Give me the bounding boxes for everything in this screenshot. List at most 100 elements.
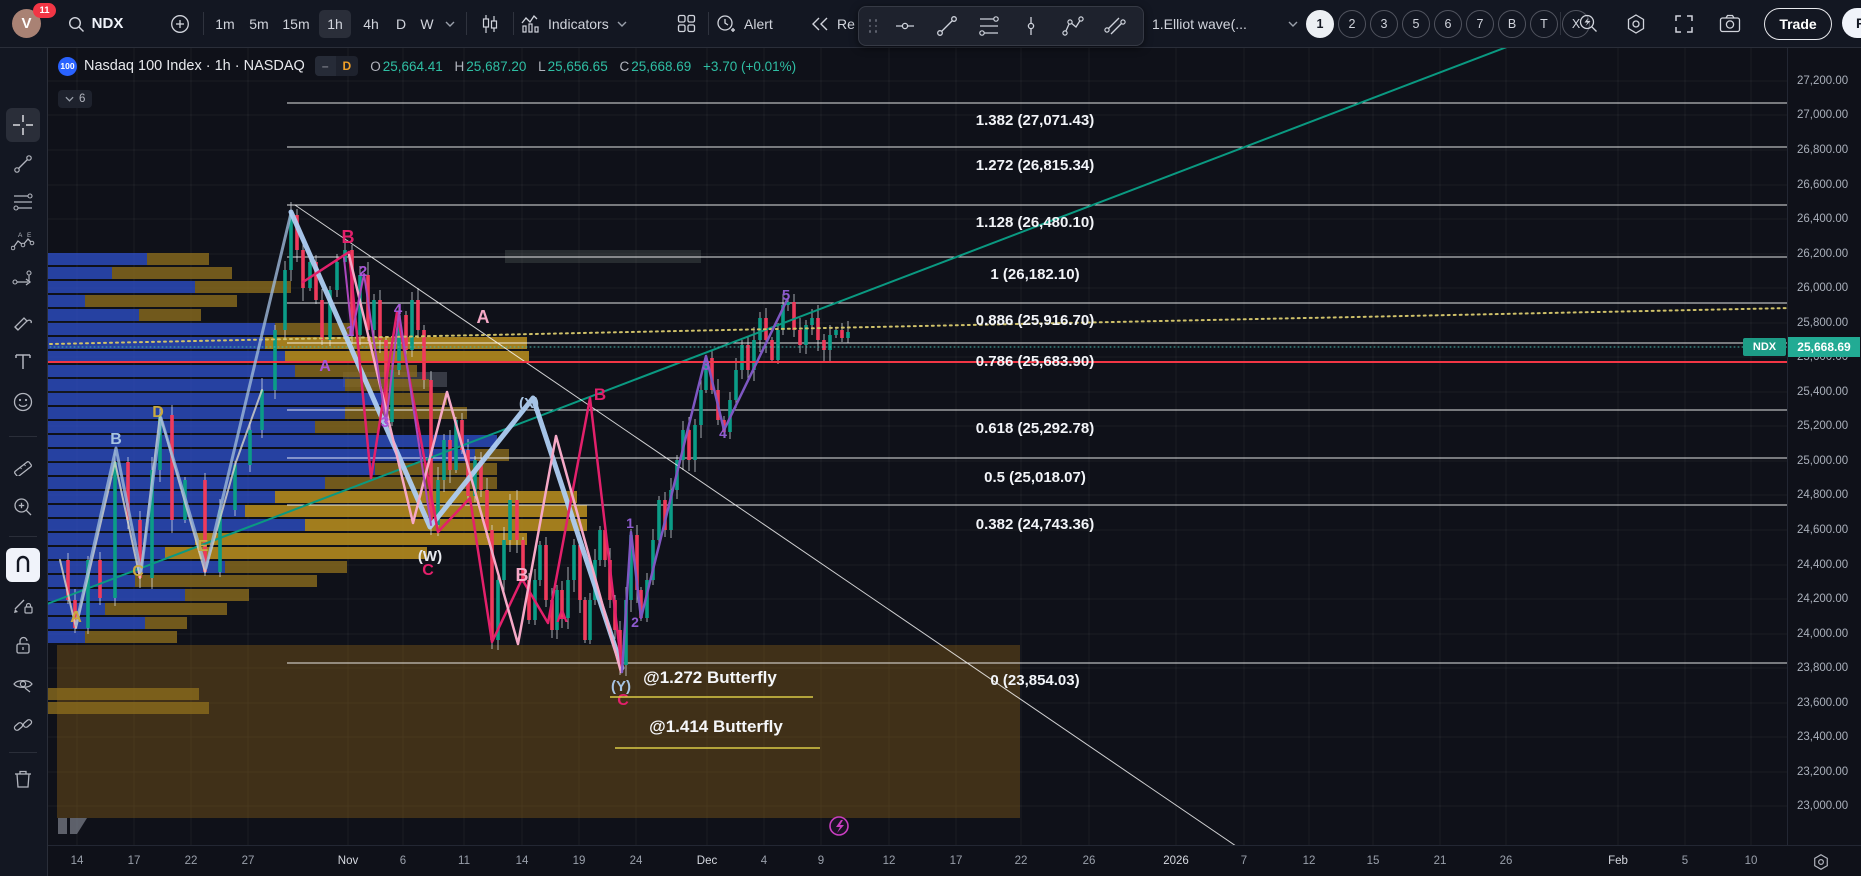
candle-body	[555, 590, 559, 630]
wave-label: (Y)	[611, 678, 631, 695]
wave-label: B	[594, 385, 606, 404]
interval-pill[interactable]: – D	[314, 56, 359, 76]
timeframe-5m[interactable]: 5m	[249, 16, 269, 32]
timeframe-4h[interactable]: 4h	[363, 16, 379, 32]
crosshair-tool[interactable]	[6, 108, 40, 142]
symbol-search-button[interactable]: NDX	[60, 0, 130, 47]
candle-body	[460, 420, 464, 450]
fib-retracement-tool[interactable]	[6, 185, 40, 219]
replay-button[interactable]: Re	[810, 0, 866, 47]
publish-button[interactable]: Pu	[1842, 8, 1861, 38]
change-value: +3.70 (+0.01%)	[703, 58, 797, 74]
candle-body	[699, 390, 703, 425]
volume-profile-row-blue	[47, 393, 385, 405]
trend-line-tool[interactable]	[926, 9, 968, 43]
current-symbol-chip: NDX	[1743, 338, 1786, 356]
settings-button[interactable]	[1616, 0, 1656, 47]
fib-level-label: 0 (23,854.03)	[990, 672, 1079, 689]
wave-degree-button-1[interactable]: 1	[1306, 10, 1334, 38]
palette-drag-handle[interactable]	[866, 15, 880, 37]
wave-degree-button-x[interactable]: X	[1562, 10, 1590, 38]
layout-grid-button[interactable]	[668, 0, 704, 47]
chart-legend[interactable]: 100 Nasdaq 100 Index · 1h · NASDAQ – D O…	[58, 55, 804, 77]
wave-label: C	[422, 562, 434, 579]
chart-style-button[interactable]	[472, 0, 508, 47]
volume-profile-row-blue	[47, 267, 112, 279]
candle-body	[792, 302, 796, 330]
zoom-in-tool[interactable]	[6, 490, 40, 524]
elliott-template-chevron[interactable]	[1284, 0, 1302, 47]
wave-label: B	[516, 565, 529, 585]
wave-degree-button-b[interactable]: B	[1498, 10, 1526, 38]
sync-drawings-link-button[interactable]	[6, 708, 40, 742]
parallel-channel-tool[interactable]	[1094, 9, 1136, 43]
alert-label: Alert	[744, 15, 773, 32]
candle-body	[560, 590, 564, 618]
fib-retracement-tool[interactable]	[968, 9, 1010, 43]
emoji-tool[interactable]	[6, 385, 40, 419]
lock-all-drawings-button[interactable]	[6, 628, 40, 662]
price-axis[interactable]: 27,200.00 27,000.00 26,800.00 26,600.00 26,4…	[1787, 47, 1861, 845]
projection-tool[interactable]	[6, 263, 40, 297]
pattern-annotation-text: @1.414 Butterfly	[649, 717, 783, 736]
time-axis-label: 27	[241, 855, 255, 867]
horizontal-line-tool[interactable]	[884, 9, 926, 43]
wave-degree-button-2[interactable]: 2	[1338, 10, 1366, 38]
hide-drawings-button[interactable]	[6, 668, 40, 702]
drawing-mode-lock-tool[interactable]	[6, 588, 40, 622]
measure-ruler-tool[interactable]	[6, 448, 40, 482]
volume-profile-row-blue	[47, 505, 245, 517]
hide-indicator-icon[interactable]: –	[314, 56, 336, 76]
trade-button[interactable]: Trade	[1764, 8, 1832, 40]
quick-search-button[interactable]	[1568, 0, 1608, 47]
alert-button[interactable]: Alert	[716, 0, 802, 47]
volume-profile-row-blue	[47, 617, 145, 629]
timeframe-15m[interactable]: 15m	[282, 16, 310, 32]
timeframe-d[interactable]: D	[395, 16, 407, 32]
timeframe-menu-chevron[interactable]	[440, 0, 460, 47]
remove-drawings-trash-button[interactable]	[6, 762, 40, 796]
fullscreen-button[interactable]	[1664, 0, 1704, 47]
event-marker-icon[interactable]	[829, 816, 849, 836]
time-axis-settings-button[interactable]	[1809, 850, 1833, 874]
timeframe-w[interactable]: W	[420, 16, 434, 32]
vertical-line-tool[interactable]	[1010, 9, 1052, 43]
hidden-indicator-count: 6	[79, 93, 86, 105]
fib-level-label: 1.128 (26,480.10)	[976, 214, 1094, 231]
object-tree-collapse-pill[interactable]: 6	[58, 90, 93, 108]
wave-label: 2	[631, 614, 639, 630]
magnet-mode-toggle[interactable]	[6, 548, 40, 582]
elliott-template-selector[interactable]: 1.Elliot wave(...	[1152, 0, 1284, 47]
top-toolbar: V 11 NDX 1m 5m 15m 1h 4h D W	[0, 0, 1861, 48]
trend-line-tool[interactable]	[6, 147, 40, 181]
wave-degree-button-7[interactable]: 7	[1466, 10, 1494, 38]
candle-body	[828, 335, 832, 350]
polyline-wave-tool[interactable]	[1052, 9, 1094, 43]
wave-label: C	[617, 692, 629, 709]
wave-degree-button-6[interactable]: 6	[1434, 10, 1462, 38]
fib-level-label: 0.382 (24,743.36)	[976, 516, 1094, 533]
wave-degree-button-5[interactable]: 5	[1402, 10, 1430, 38]
indicators-button[interactable]: Indicators	[520, 0, 650, 47]
time-axis-label: 5	[1681, 855, 1689, 867]
text-tool[interactable]	[6, 345, 40, 379]
wave-degree-button-t[interactable]: T	[1530, 10, 1558, 38]
timeframe-1h[interactable]: 1h	[319, 10, 351, 38]
add-symbol-button[interactable]	[162, 0, 198, 47]
snapshot-button[interactable]	[1710, 0, 1750, 47]
candle-body	[442, 440, 446, 480]
volume-profile-row-blue	[47, 519, 305, 531]
brush-tool[interactable]	[6, 305, 40, 339]
volume-profile-row-blue	[47, 533, 195, 545]
chevron-down-icon	[445, 21, 455, 27]
time-axis-label: 10	[1744, 855, 1758, 867]
tradingview-logo[interactable]	[58, 818, 87, 834]
wave-degree-button-3[interactable]: 3	[1370, 10, 1398, 38]
timeframe-1m[interactable]: 1m	[215, 16, 235, 32]
candle-body	[786, 302, 790, 305]
candle-body	[473, 460, 477, 496]
candle-body	[390, 370, 394, 422]
time-axis[interactable]: 14 17 22 27 Nov 6 11 14 19 24 Dec 4 9 12 17 22 26 2026 7 12…	[47, 845, 1861, 876]
